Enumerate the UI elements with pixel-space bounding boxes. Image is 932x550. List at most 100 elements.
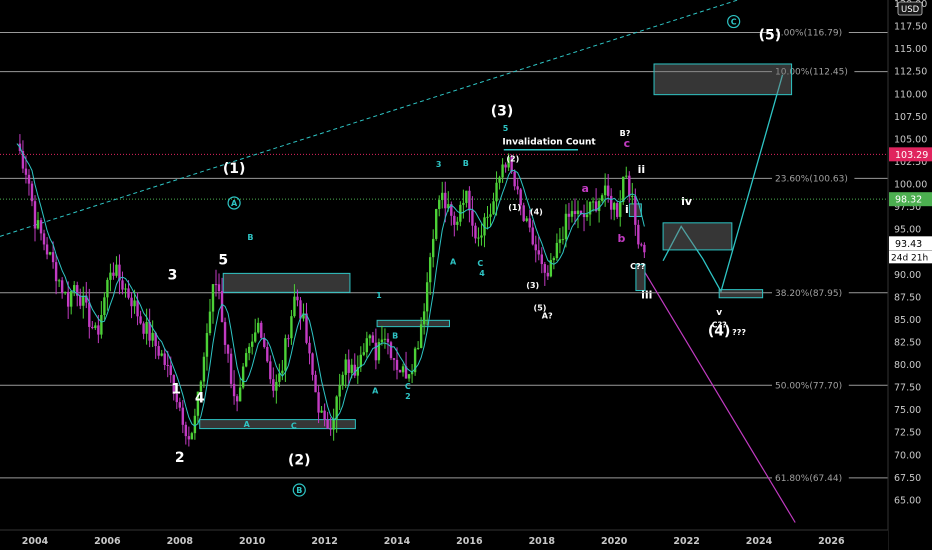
candle-body — [70, 291, 73, 307]
candle-body — [341, 374, 344, 386]
fib-level-label: 10.00%(112.45) — [775, 68, 848, 78]
candle-body — [619, 202, 622, 217]
candle-body — [374, 342, 378, 361]
candle-body — [528, 218, 531, 228]
candle-body — [489, 214, 492, 217]
wave-label: B — [392, 331, 398, 340]
wave-label: A? — [542, 312, 553, 321]
candle-body — [335, 396, 338, 419]
candle-body — [48, 252, 52, 255]
target-box — [199, 419, 356, 430]
candle-body — [121, 280, 124, 290]
wave-label: C?? — [630, 262, 646, 271]
candle-body — [600, 195, 604, 201]
candle-body — [386, 338, 390, 343]
candle-body — [516, 186, 519, 190]
candle-body — [474, 225, 477, 239]
candle-body — [82, 295, 85, 306]
candle-body — [284, 338, 287, 371]
fib-label-bg — [772, 471, 849, 484]
candle-body — [631, 195, 634, 197]
target-box — [376, 319, 450, 328]
candle-body — [60, 280, 64, 294]
wave-label: B — [463, 159, 469, 168]
candle-body — [238, 387, 242, 402]
current-price-tag — [889, 236, 932, 264]
candle-body — [51, 252, 55, 263]
candle-body — [410, 372, 414, 375]
candle-body — [223, 322, 227, 345]
candle-body — [401, 366, 405, 373]
candle-body — [531, 227, 534, 245]
candle-body — [24, 168, 28, 175]
candle-body — [184, 424, 188, 437]
y-tick-label: 72.50 — [894, 428, 921, 439]
candle-body — [160, 353, 163, 356]
candle-body — [130, 297, 133, 307]
wave-label: C — [291, 422, 297, 431]
candle-body — [247, 346, 251, 354]
candle-body — [133, 300, 136, 307]
candle-body — [447, 204, 450, 209]
target-box — [653, 63, 793, 96]
candle-body — [202, 356, 206, 382]
wave-label: A — [372, 386, 379, 395]
candle-body — [338, 385, 341, 397]
candle-body — [522, 205, 525, 221]
candle-body — [450, 204, 453, 216]
y-tick-label: 110.00 — [894, 89, 927, 100]
candle-body — [588, 202, 592, 215]
candle-body — [85, 295, 88, 303]
candle-body — [214, 284, 218, 286]
y-tick-label: 87.50 — [894, 292, 921, 303]
wave-label: ??? — [732, 328, 746, 337]
candle-body — [492, 201, 495, 215]
candle-body — [362, 352, 366, 355]
candle-body — [471, 210, 474, 226]
candle-body — [425, 282, 429, 312]
candle-body — [643, 244, 646, 253]
target-box — [222, 272, 351, 293]
moving-average — [16, 143, 645, 427]
candle-body — [290, 316, 293, 339]
candle-body — [377, 342, 381, 361]
candle-body — [432, 238, 435, 258]
candle-body — [501, 164, 504, 178]
candle-body — [326, 419, 329, 429]
candle-body — [163, 353, 166, 365]
candle-body — [241, 366, 245, 388]
candle-body — [21, 150, 25, 169]
y-tick-label: 77.50 — [894, 383, 921, 394]
fib-level-label: 38.20%(87.95) — [775, 289, 842, 299]
candle-body — [275, 381, 278, 391]
candle-body — [235, 396, 239, 402]
candle-body — [57, 280, 61, 282]
wave-label: B — [247, 233, 253, 242]
candle-body — [260, 322, 263, 338]
x-tick-label: 2016 — [456, 536, 483, 547]
y-tick-label: 102.50 — [894, 157, 927, 168]
candle-body — [462, 202, 465, 205]
wave-annotations: Invalidation Count (1) (2) (3) (4) ??? (5) 1 2 3 4… — [168, 14, 781, 497]
candle-body — [507, 157, 510, 168]
target-box — [662, 222, 733, 251]
candle-body — [157, 346, 160, 356]
candle-body — [305, 313, 308, 343]
wave-label: 2 — [175, 450, 185, 466]
fib-level-label: 23.60%(100.63) — [775, 174, 848, 184]
x-tick-label: 2006 — [94, 536, 121, 547]
candle-body — [555, 242, 559, 259]
candle-body — [299, 300, 302, 319]
candle-body — [549, 260, 553, 277]
candlesticks — [18, 134, 646, 447]
candle-body — [308, 342, 311, 354]
candle-body — [94, 325, 97, 329]
x-tick-label: 2024 — [746, 536, 773, 547]
fib-level-label: 50.00%(77.70) — [775, 381, 842, 391]
time-axis: 2004 2006 2008 2010 2012 2014 2016 2018 2020 2022… — [0, 529, 888, 550]
candle-body — [573, 211, 577, 215]
candle-body — [438, 200, 441, 210]
candle-body — [628, 175, 631, 197]
candle-body — [564, 213, 568, 240]
candle-body — [151, 332, 154, 341]
